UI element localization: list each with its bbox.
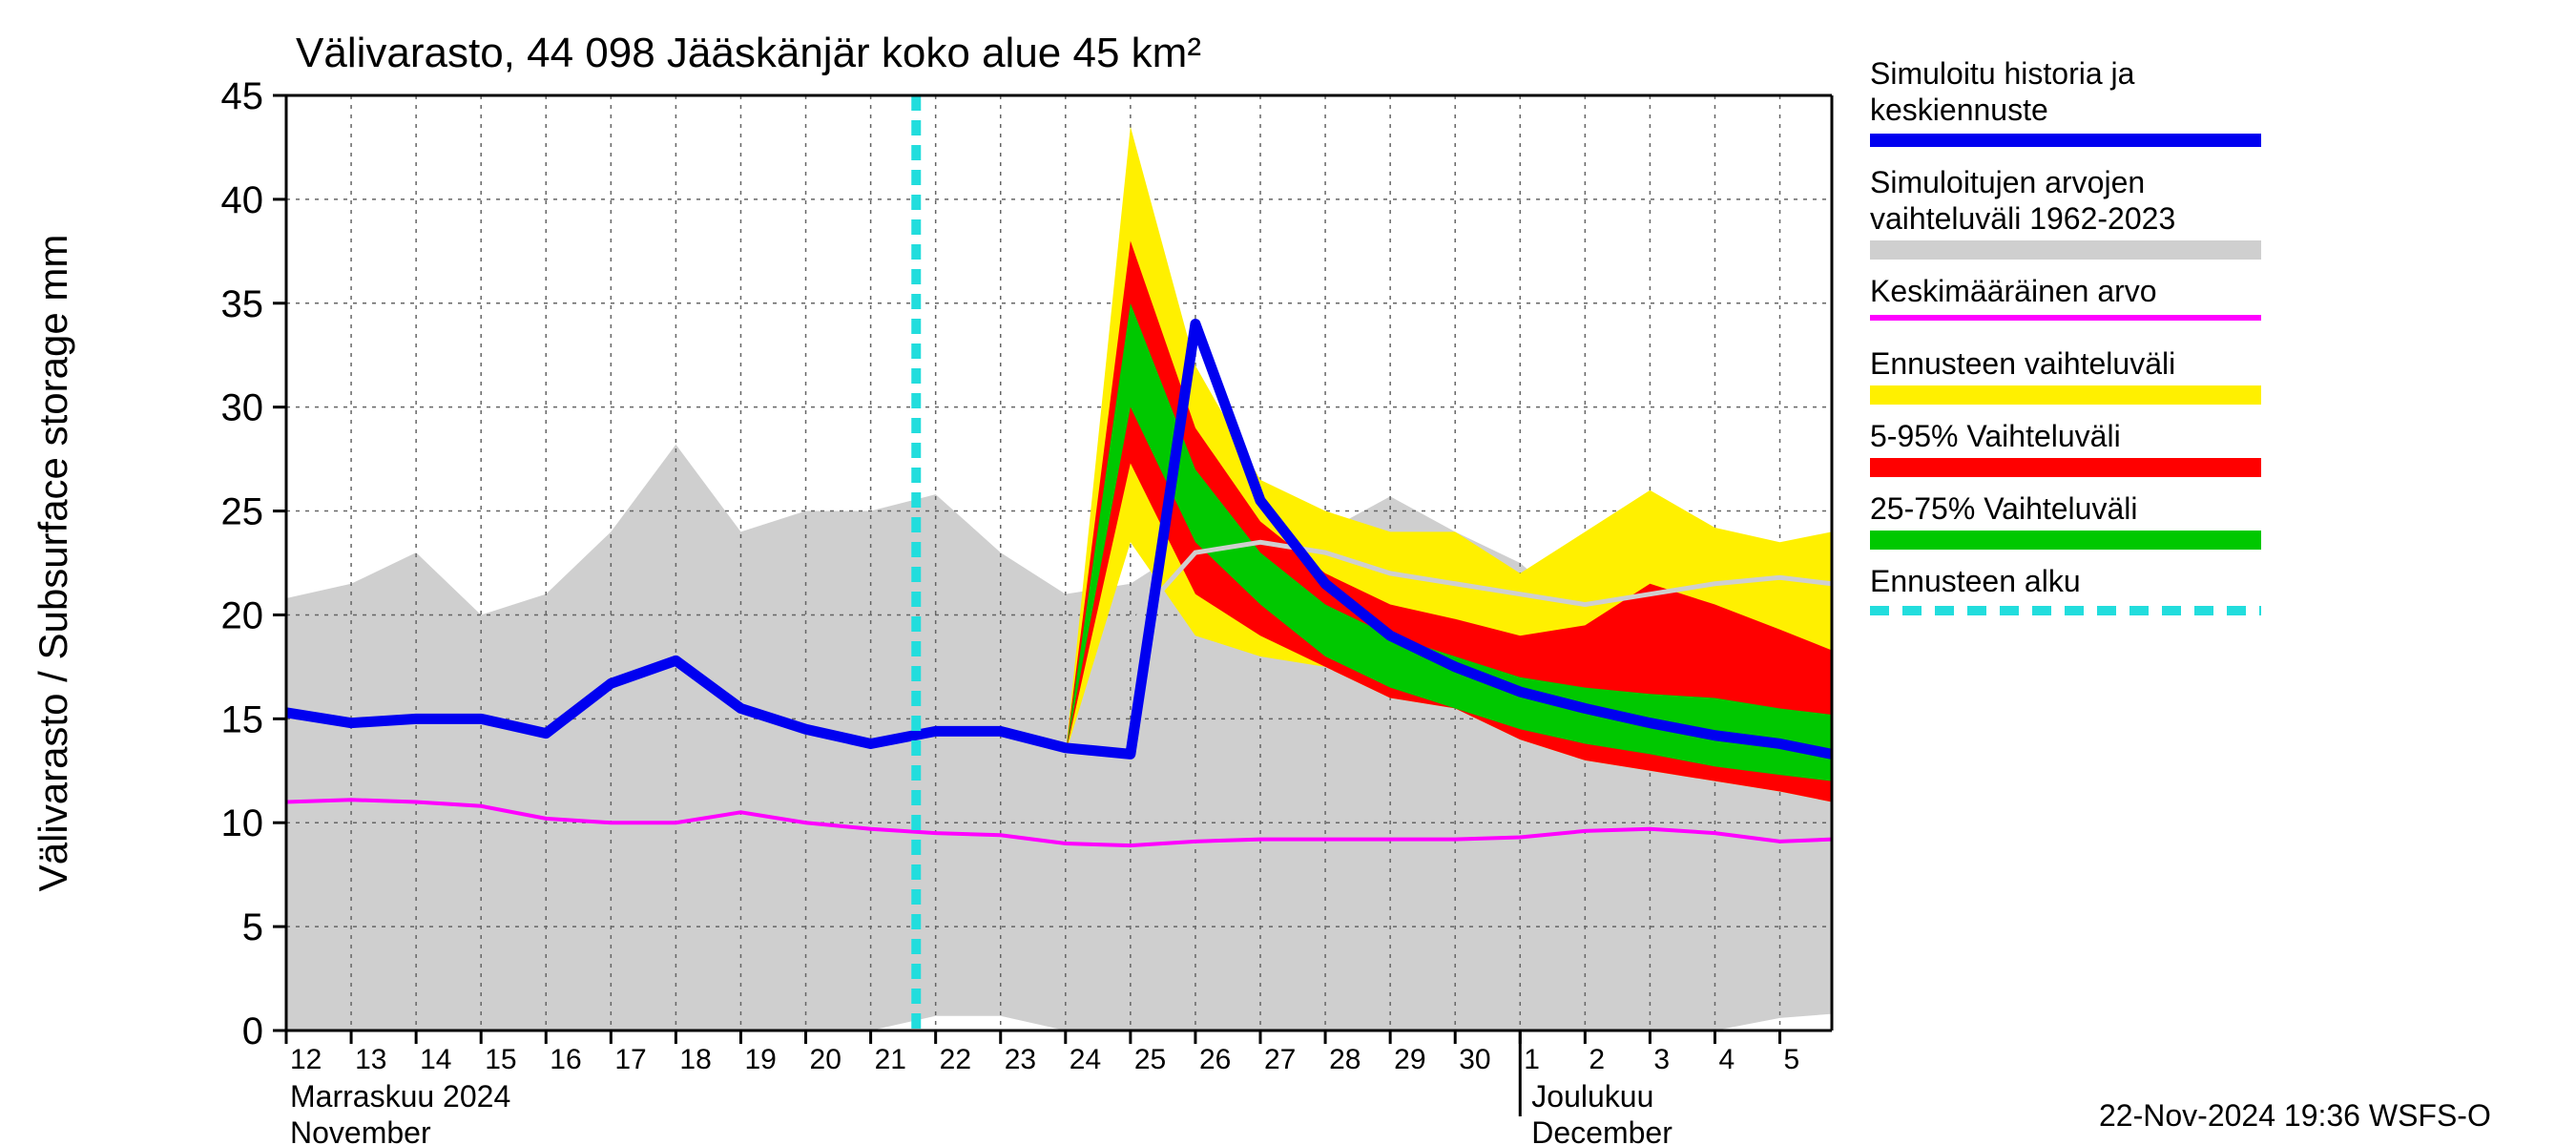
y-tick-label: 25 — [221, 491, 264, 533]
legend-label: Ennusteen alku — [1870, 564, 2081, 598]
legend-swatch — [1870, 531, 2261, 550]
legend-label: 5-95% Vaihteluväli — [1870, 419, 2121, 453]
x-tick-label: 15 — [485, 1044, 516, 1075]
legend-label: Ennusteen vaihteluväli — [1870, 346, 2175, 381]
chart-title: Välivarasto, 44 098 Jääskänjär koko alue… — [296, 30, 1201, 76]
x-tick-label: 29 — [1394, 1044, 1425, 1075]
x-tick-label: 21 — [875, 1044, 906, 1075]
month-label-en-right: December — [1531, 1115, 1672, 1145]
legend-label: 25-75% Vaihteluväli — [1870, 491, 2137, 526]
y-tick-label: 30 — [221, 387, 264, 429]
legend-swatch — [1870, 134, 2261, 147]
x-tick-label: 12 — [290, 1044, 322, 1075]
y-tick-label: 15 — [221, 698, 264, 740]
legend-swatch — [1870, 315, 2261, 321]
x-tick-label: 4 — [1718, 1044, 1735, 1075]
x-tick-label: 2 — [1589, 1044, 1605, 1075]
x-tick-label: 1 — [1524, 1044, 1540, 1075]
x-tick-label: 25 — [1134, 1044, 1166, 1075]
legend-label: Simuloitujen arvojen — [1870, 165, 2145, 199]
y-tick-label: 5 — [242, 906, 263, 948]
x-tick-label: 20 — [810, 1044, 841, 1075]
y-tick-label: 0 — [242, 1010, 263, 1052]
x-tick-label: 18 — [679, 1044, 711, 1075]
legend-label: keskiennuste — [1870, 93, 2048, 127]
chart-svg: 0510152025303540451213141516171819202122… — [0, 0, 2576, 1145]
month-label-fi-left: Marraskuu 2024 — [290, 1079, 510, 1114]
y-tick-label: 35 — [221, 283, 264, 325]
legend-label: Simuloitu historia ja — [1870, 56, 2135, 91]
y-axis-label: Välivarasto / Subsurface storage mm — [31, 235, 75, 892]
legend-label: vaihteluväli 1962-2023 — [1870, 201, 2175, 236]
x-tick-label: 17 — [614, 1044, 646, 1075]
x-tick-label: 23 — [1005, 1044, 1036, 1075]
x-tick-label: 3 — [1653, 1044, 1670, 1075]
y-tick-label: 20 — [221, 594, 264, 636]
chart-root: 0510152025303540451213141516171819202122… — [0, 0, 2576, 1145]
x-tick-label: 13 — [355, 1044, 386, 1075]
x-tick-label: 26 — [1199, 1044, 1231, 1075]
legend-swatch — [1870, 240, 2261, 260]
x-tick-label: 22 — [940, 1044, 971, 1075]
x-tick-label: 27 — [1264, 1044, 1296, 1075]
y-tick-label: 10 — [221, 802, 264, 844]
x-tick-label: 5 — [1784, 1044, 1800, 1075]
x-tick-label: 30 — [1459, 1044, 1490, 1075]
legend-swatch — [1870, 385, 2261, 405]
x-tick-label: 19 — [744, 1044, 776, 1075]
month-label-fi-right: Joulukuu — [1531, 1079, 1653, 1114]
legend-label: Keskimääräinen arvo — [1870, 274, 2157, 308]
month-label-en-left: November — [290, 1115, 431, 1145]
x-tick-label: 24 — [1070, 1044, 1101, 1075]
x-tick-label: 14 — [420, 1044, 451, 1075]
footer-timestamp: 22-Nov-2024 19:36 WSFS-O — [2099, 1098, 2491, 1133]
y-tick-label: 40 — [221, 179, 264, 221]
legend-swatch — [1870, 458, 2261, 477]
y-tick-label: 45 — [221, 75, 264, 117]
x-tick-label: 28 — [1329, 1044, 1361, 1075]
x-tick-label: 16 — [550, 1044, 581, 1075]
